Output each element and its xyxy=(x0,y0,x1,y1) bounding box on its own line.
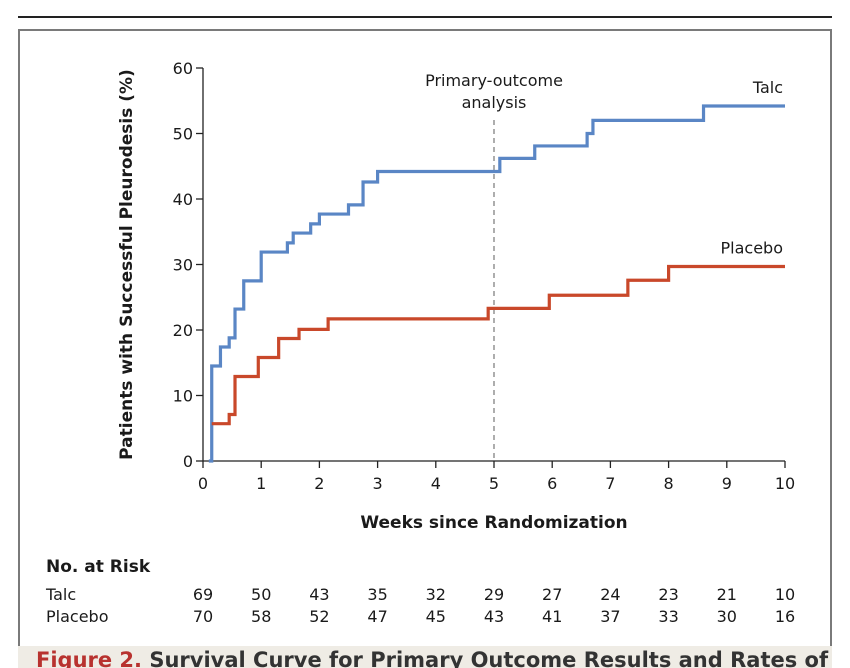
figure-label: Figure 2. xyxy=(36,648,143,668)
y-tick-label: 40 xyxy=(173,190,193,209)
top-rule xyxy=(18,16,832,18)
at-risk-value: 35 xyxy=(367,585,387,604)
x-tick-label: 0 xyxy=(198,474,208,493)
at-risk-value: 70 xyxy=(193,607,213,626)
x-tick-label: 2 xyxy=(314,474,324,493)
y-tick-label: 20 xyxy=(173,321,193,340)
x-tick-label: 3 xyxy=(373,474,383,493)
x-tick-label: 4 xyxy=(431,474,441,493)
at-risk-value: 41 xyxy=(542,607,562,626)
at-risk-value: 37 xyxy=(600,607,620,626)
x-tick-label: 5 xyxy=(489,474,499,493)
y-tick-label: 60 xyxy=(173,59,193,78)
at-risk-value: 21 xyxy=(717,585,737,604)
at-risk-value: 58 xyxy=(251,607,271,626)
y-tick-label: 0 xyxy=(183,452,193,471)
at-risk-value: 52 xyxy=(309,607,329,626)
y-axis-title: Patients with Successful Pleurodesis (%) xyxy=(117,69,137,460)
figure-panel xyxy=(18,29,832,648)
x-tick-label: 10 xyxy=(775,474,795,493)
y-tick-label: 10 xyxy=(173,387,193,406)
y-tick-label: 50 xyxy=(173,125,193,144)
at-risk-title: No. at Risk xyxy=(46,557,151,577)
series-label-placebo: Placebo xyxy=(721,238,783,257)
at-risk-value: 32 xyxy=(426,585,446,604)
x-tick-label: 1 xyxy=(256,474,266,493)
x-axis-title: Weeks since Randomization xyxy=(360,513,627,533)
at-risk-value: 23 xyxy=(658,585,678,604)
at-risk-value: 33 xyxy=(658,607,678,626)
x-tick-label: 6 xyxy=(547,474,557,493)
x-tick-label: 8 xyxy=(664,474,674,493)
at-risk-value: 30 xyxy=(717,607,737,626)
at-risk-value: 45 xyxy=(426,607,446,626)
at-risk-value: 16 xyxy=(775,607,795,626)
at-risk-value: 43 xyxy=(484,607,504,626)
series-line-placebo xyxy=(211,264,785,426)
x-tick-label: 7 xyxy=(605,474,615,493)
caption-bar: Figure 2. Survival Curve for Primary Out… xyxy=(18,646,832,668)
at-risk-value: 47 xyxy=(367,607,387,626)
caption-body: Survival Curve for Primary Outcome Resul… xyxy=(149,648,832,668)
y-tick-label: 30 xyxy=(173,256,193,275)
primary-outcome-label: analysis xyxy=(462,93,527,112)
at-risk-value: 24 xyxy=(600,585,620,604)
x-tick-label: 9 xyxy=(722,474,732,493)
at-risk-value: 69 xyxy=(193,585,213,604)
at-risk-value: 29 xyxy=(484,585,504,604)
primary-outcome-label: Primary-outcome xyxy=(425,71,563,90)
at-risk-row-label: Placebo xyxy=(46,607,108,626)
at-risk-value: 10 xyxy=(775,585,795,604)
at-risk-value: 43 xyxy=(309,585,329,604)
series-line-talc xyxy=(208,104,785,463)
at-risk-row-label: Talc xyxy=(45,585,76,604)
at-risk-value: 50 xyxy=(251,585,271,604)
at-risk-value: 27 xyxy=(542,585,562,604)
caption-text: Figure 2. Survival Curve for Primary Out… xyxy=(36,648,832,668)
series-label-talc: Talc xyxy=(752,78,783,97)
